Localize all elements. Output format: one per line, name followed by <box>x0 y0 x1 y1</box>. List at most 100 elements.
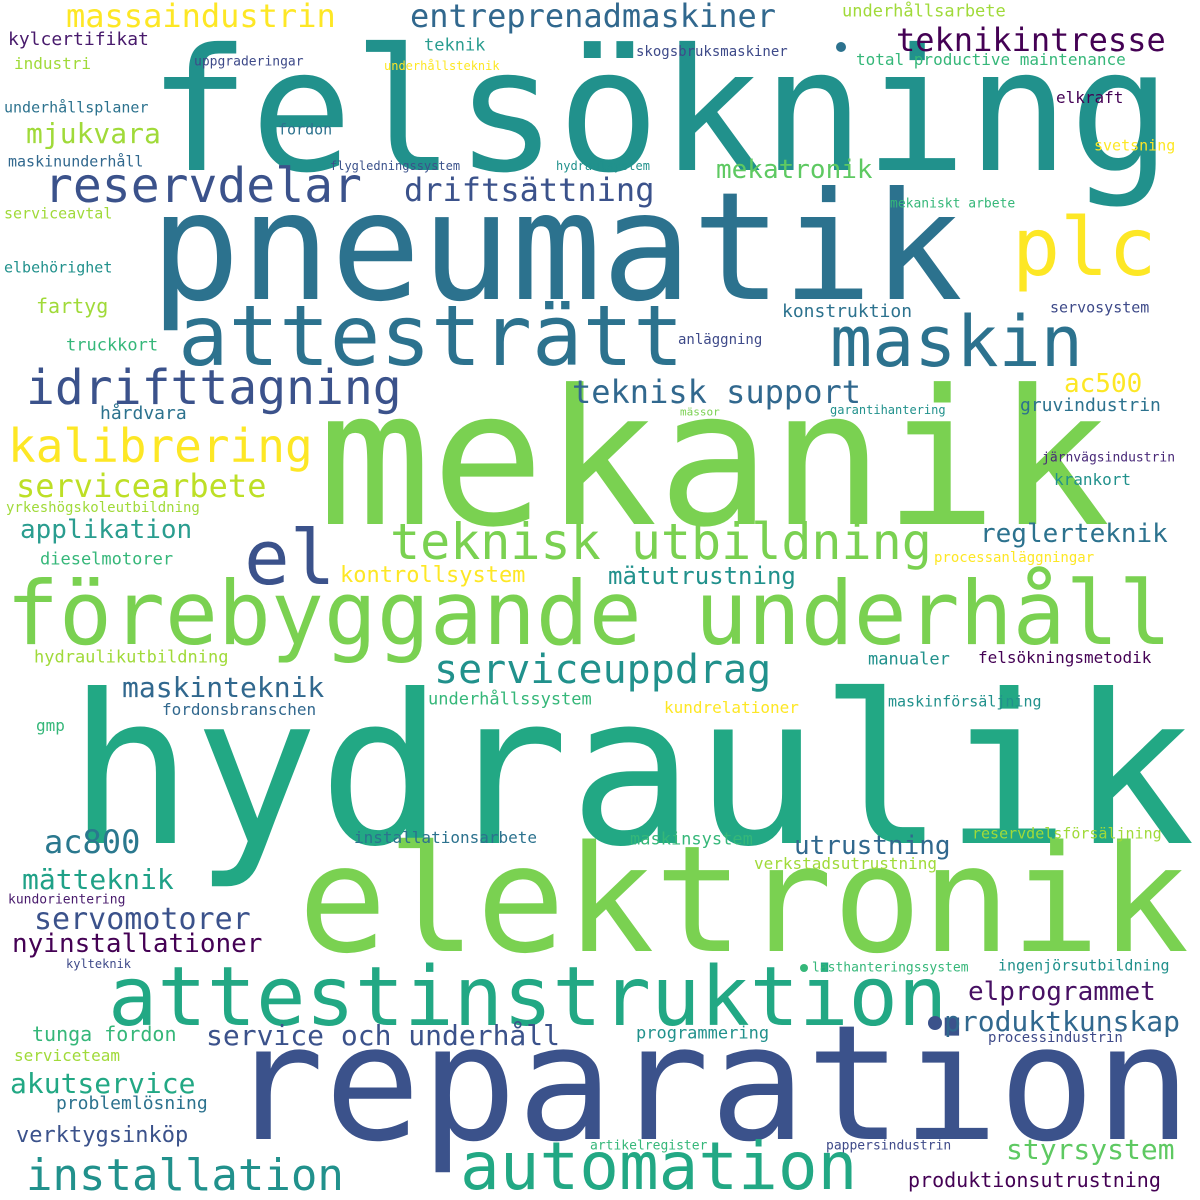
cloud-dot <box>800 964 808 972</box>
word-felsokningsmetodik: felsökningsmetodik <box>978 648 1152 667</box>
word-kylteknik: kylteknik <box>66 957 132 971</box>
word-uppgraderingar: uppgraderingar <box>194 54 304 70</box>
word-fartyg: fartyg <box>36 294 109 318</box>
word-underhallsplaner: underhållsplaner <box>4 98 149 117</box>
word-plc: plc <box>1012 201 1157 294</box>
word-kylcertifikat: kylcertifikat <box>8 29 149 50</box>
word-hydraulikutbildning: hydraulikutbildning <box>34 647 229 668</box>
cloud-dot <box>836 42 846 52</box>
word-jarnvagsindustrin: järnvägsindustrin <box>1042 450 1176 466</box>
word-nyinstallationer: nyinstallationer <box>12 929 263 959</box>
word-kundorientering: kundorientering <box>8 892 126 908</box>
word-reglerteknik: reglerteknik <box>980 519 1168 549</box>
word-produktionsutrustning: produktionsutrustning <box>908 1168 1161 1192</box>
word-produktkunskap: produktkunskap <box>944 1005 1181 1038</box>
word-maskinsystem: maskinsystem <box>630 829 753 850</box>
word-mjukvara: mjukvara <box>26 117 161 150</box>
word-service-och-underhall: service och underhåll <box>206 1019 561 1052</box>
word-maskinteknik: maskinteknik <box>122 671 325 704</box>
word-matteknik: mätteknik <box>22 863 174 896</box>
word-ac800: ac800 <box>44 823 141 861</box>
word-ac500: ac500 <box>1064 369 1143 399</box>
word-entreprenadmaskiner: entreprenadmaskiner <box>410 0 777 35</box>
word-tunga-fordon: tunga fordon <box>32 1022 177 1046</box>
word-teknik: teknik <box>424 35 486 56</box>
word-industri: industri <box>14 54 92 73</box>
word-massaindustrin: massaindustrin <box>66 0 336 35</box>
word-mekatronik: mekatronik <box>716 155 873 185</box>
word-skogsbruksmaskiner: skogsbruksmaskiner <box>636 44 788 60</box>
word-kalibrering: kalibrering <box>8 419 313 473</box>
word-flygledningssystem: flygledningssystem <box>330 159 461 173</box>
word-programmering: programmering <box>636 1023 770 1044</box>
word-krankort: krankort <box>1054 470 1132 489</box>
word-teknisk-support: teknisk support <box>572 373 861 411</box>
word-pappersindustrin: pappersindustrin <box>826 1138 952 1154</box>
word-maskinforsaljning: maskinförsäljning <box>888 692 1042 711</box>
word-yrkeshogskoleutbildning: yrkeshögskoleutbildning <box>6 500 200 516</box>
word-reparation: reparation <box>228 990 1192 1177</box>
word-installation: installation <box>26 1150 344 1200</box>
word-underhallsarbete: underhållsarbete <box>842 1 1006 22</box>
word-serviceteam: serviceteam <box>14 1046 120 1065</box>
word-truckkort: truckkort <box>66 335 159 356</box>
word-applikation: applikation <box>20 515 193 545</box>
word-svetsning: svetsning <box>1094 136 1176 155</box>
word-hardvara: hårdvara <box>100 403 187 424</box>
word-teknikintresse: teknikintresse <box>896 21 1166 59</box>
word-hydraulik: hydraulik <box>68 651 1196 893</box>
word-kundrelationer: kundrelationer <box>664 698 799 717</box>
word-maskin: maskin <box>830 301 1083 383</box>
word-massor: mässor <box>680 405 720 419</box>
word-gruvindustrin: gruvindustrin <box>1020 395 1161 416</box>
word-underhallssystem: underhållssystem <box>428 689 592 710</box>
word-servicearbete: servicearbete <box>16 467 267 505</box>
word-matutrustning: mätutrustning <box>608 562 796 590</box>
word-lasthanteringssystem: lasthanteringssystem <box>812 960 969 976</box>
word-elkraft: elkraft <box>1056 88 1124 107</box>
word-styrsystem: styrsystem <box>1006 1133 1175 1166</box>
word-driftsattning: driftsättning <box>404 171 655 209</box>
word-serviceuppdrag: serviceuppdrag <box>434 647 772 693</box>
word-pneumatik: pneumatik <box>150 161 963 335</box>
word-fordon: fordon <box>278 120 333 139</box>
word-underhallsteknik: underhållsteknik <box>384 59 500 73</box>
word-forebyggande-underhall: förebyggande underhåll <box>6 562 1172 665</box>
word-problemlosning: problemlösning <box>56 1093 208 1114</box>
word-mekaniskt-arbete: mekaniskt arbete <box>890 196 1016 212</box>
word-maskinunderhall: maskinunderhåll <box>8 152 144 171</box>
word-artikelregister: artikelregister <box>590 1138 708 1154</box>
word-servosystem: servosystem <box>1050 298 1150 317</box>
word-attestinstruktion: attestinstruktion <box>108 950 948 1045</box>
word-reservdelar: reservdelar <box>44 158 362 214</box>
word-felsokning: felsökning <box>148 13 1172 211</box>
word-elbehorighet: elbehörighet <box>4 258 113 277</box>
word-el: el <box>244 513 336 602</box>
word-automation: automation <box>460 1128 858 1200</box>
word-hydraulsystem: hydraulsystem <box>556 159 650 173</box>
word-manualer: manualer <box>868 649 950 670</box>
word-serviceavtal: serviceavtal <box>4 204 113 223</box>
word-kontrollsystem: kontrollsystem <box>340 563 526 588</box>
word-reservdelsforsaljning: reservdelsförsäljning <box>972 824 1162 843</box>
word-anlaggning: anläggning <box>678 332 763 348</box>
word-garantihantering: garantihantering <box>830 403 946 417</box>
word-servomotorer: servomotorer <box>34 902 251 937</box>
cloud-dot <box>928 1016 942 1030</box>
word-gmp: gmp <box>36 716 65 735</box>
word-utrustning: utrustning <box>794 831 951 861</box>
word-fordonsbranschen: fordonsbranschen <box>162 700 317 719</box>
word-total-productive-maintenance: total productive maintenance <box>856 50 1126 69</box>
word-elprogrammet: elprogrammet <box>968 977 1156 1007</box>
word-processindustrin: processindustrin <box>988 1030 1123 1046</box>
word-elektronik: elektronik <box>298 814 1190 986</box>
word-installationsarbete: installationsarbete <box>354 828 538 847</box>
word-konstruktion: konstruktion <box>782 301 913 322</box>
word-mekanik: mekanik <box>318 350 1111 569</box>
word-attestratt: attesträtt <box>178 287 684 385</box>
word-verktygsinkop: verktygsinköp <box>16 1123 189 1148</box>
word-dieselmotorer: dieselmotorer <box>40 549 174 570</box>
word-idrifttagning: idrifttagning <box>26 360 402 416</box>
word-akutservice: akutservice <box>10 1067 196 1100</box>
